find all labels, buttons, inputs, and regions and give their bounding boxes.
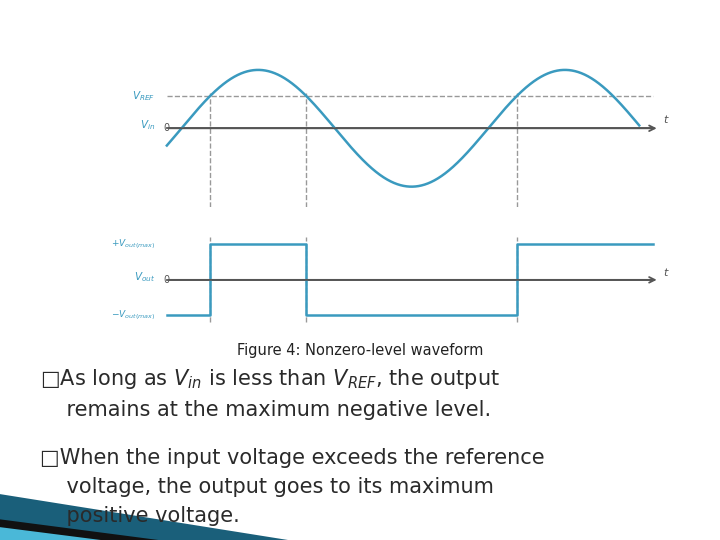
- Text: $+V_{out(max)}$: $+V_{out(max)}$: [111, 238, 155, 251]
- Polygon shape: [0, 527, 101, 540]
- Text: □As long as $V_{in}$ is less than $V_{REF}$, the output
    remains at the maxim: □As long as $V_{in}$ is less than $V_{RE…: [40, 367, 500, 420]
- Text: 0: 0: [163, 123, 170, 133]
- Polygon shape: [0, 519, 158, 540]
- Text: $V_{REF}$: $V_{REF}$: [132, 89, 155, 103]
- Polygon shape: [0, 494, 288, 540]
- Text: Figure 4: Nonzero-level waveform: Figure 4: Nonzero-level waveform: [237, 343, 483, 358]
- Text: $V_{out}$: $V_{out}$: [134, 270, 155, 284]
- Text: t: t: [663, 116, 667, 125]
- Text: 0: 0: [163, 275, 170, 285]
- Text: $-V_{out(max)}$: $-V_{out(max)}$: [111, 308, 155, 322]
- Text: $V_{in}$: $V_{in}$: [140, 118, 155, 132]
- Text: t: t: [663, 268, 667, 278]
- Text: □When the input voltage exceeds the reference
    voltage, the output goes to it: □When the input voltage exceeds the refe…: [40, 448, 544, 526]
